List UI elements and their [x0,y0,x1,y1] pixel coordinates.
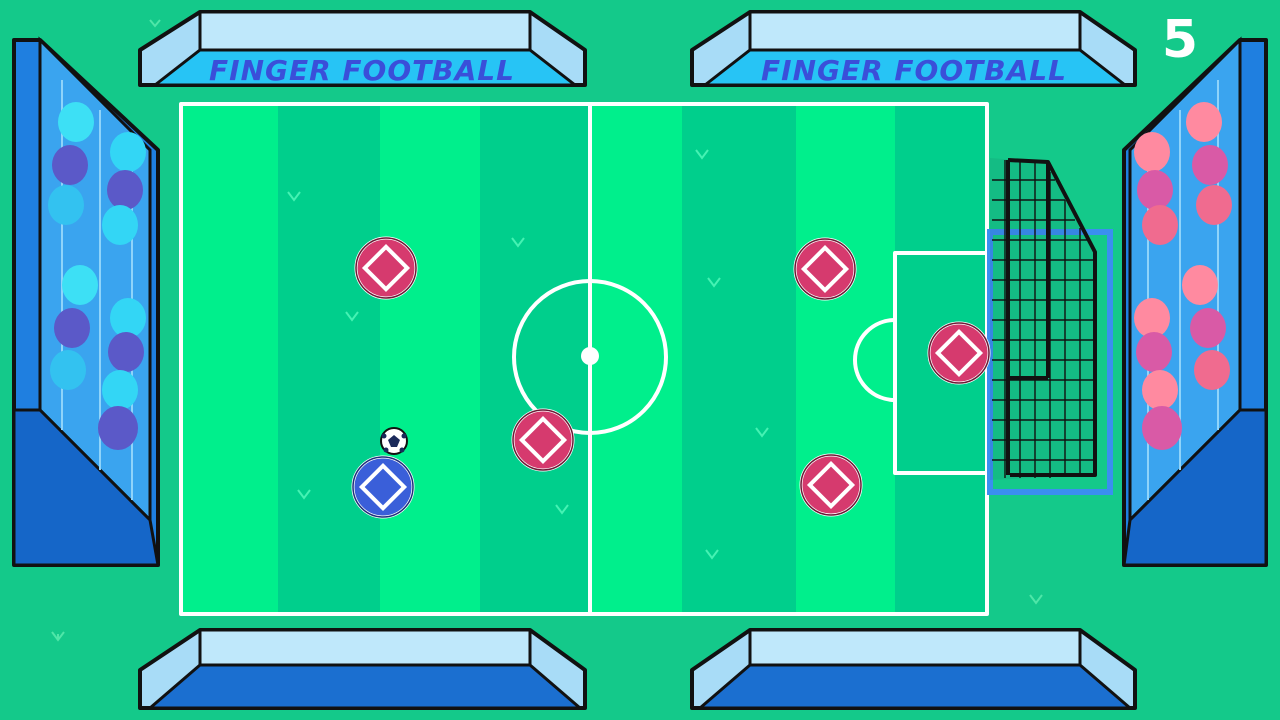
center-spot [581,347,599,365]
bottom-left-stand [138,628,587,710]
player-red-1[interactable] [354,236,418,300]
player-red-4[interactable] [799,453,863,517]
player-blue[interactable] [351,455,415,519]
left-fans [48,102,146,450]
player-red-3[interactable] [511,408,575,472]
pitch [179,102,989,616]
left-side-stand [12,36,160,567]
right-fans [1134,102,1232,450]
left-banner-text: FINGER FOOTBALL [209,54,515,87]
player-red-2[interactable] [793,237,857,301]
top-left-banner-stand [138,10,587,87]
right-banner-text: FINGER FOOTBALL [761,54,1067,87]
soccer-ball[interactable] [380,427,408,455]
grass-decor [51,19,1043,642]
bottom-right-stand [690,628,1137,710]
goal-net [987,158,1113,495]
player-red-goalkeeper[interactable] [927,321,991,385]
score-counter: 5 [1161,10,1199,70]
right-side-stand [1122,36,1268,567]
top-right-banner-stand [690,10,1137,87]
